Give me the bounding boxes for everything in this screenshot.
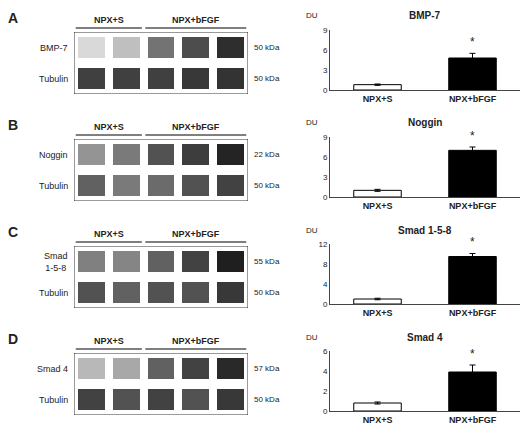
svg-text:6: 6 — [323, 347, 328, 356]
svg-text:Tubulin: Tubulin — [39, 74, 68, 84]
svg-text:Tubulin: Tubulin — [39, 395, 68, 405]
svg-text:D: D — [8, 331, 18, 347]
svg-text:*: * — [470, 35, 475, 49]
svg-text:Tubulin: Tubulin — [39, 288, 68, 298]
svg-text:50 kDa: 50 kDa — [254, 74, 280, 83]
svg-text:2: 2 — [323, 387, 328, 396]
svg-text:22 kDa: 22 kDa — [254, 150, 280, 159]
svg-text:0: 0 — [323, 407, 328, 416]
svg-text:NPX+S: NPX+S — [94, 122, 124, 132]
svg-text:50 kDa: 50 kDa — [254, 288, 280, 297]
svg-text:NPX+S: NPX+S — [94, 229, 124, 239]
svg-text:9: 9 — [323, 26, 328, 35]
svg-text:*: * — [470, 347, 475, 361]
svg-text:NPX+S: NPX+S — [363, 415, 393, 425]
svg-text:*: * — [470, 129, 475, 143]
svg-text:NPX+S: NPX+S — [363, 94, 393, 104]
svg-text:NPX+S: NPX+S — [94, 15, 124, 25]
svg-text:50 kDa: 50 kDa — [254, 395, 280, 404]
svg-text:Smad1-5-8: Smad1-5-8 — [44, 251, 68, 273]
svg-text:50 kDa: 50 kDa — [254, 43, 280, 52]
svg-text:NPX+bFGF: NPX+bFGF — [172, 15, 220, 25]
svg-text:*: * — [470, 235, 475, 249]
svg-text:50 kDa: 50 kDa — [254, 181, 280, 190]
svg-text:Tubulin: Tubulin — [39, 181, 68, 191]
svg-text:8: 8 — [323, 260, 328, 269]
svg-text:Noggin: Noggin — [39, 150, 68, 160]
svg-text:57 kDa: 57 kDa — [254, 364, 280, 373]
svg-text:B: B — [8, 117, 18, 133]
svg-text:55 kDa: 55 kDa — [254, 257, 280, 266]
svg-text:NPX+bFGF: NPX+bFGF — [449, 308, 497, 318]
svg-text:NPX+S: NPX+S — [363, 201, 393, 211]
svg-text:3: 3 — [323, 173, 328, 182]
svg-text:NPX+S: NPX+S — [363, 308, 393, 318]
svg-text:0: 0 — [323, 300, 328, 309]
svg-text:BMP-7: BMP-7 — [409, 10, 441, 21]
svg-text:DU: DU — [306, 226, 318, 235]
svg-text:NPX+bFGF: NPX+bFGF — [449, 201, 497, 211]
svg-text:12: 12 — [318, 240, 327, 249]
svg-text:9: 9 — [323, 133, 328, 142]
svg-text:6: 6 — [323, 46, 328, 55]
svg-text:Smad 1-5-8: Smad 1-5-8 — [398, 225, 452, 236]
svg-text:NPX+S: NPX+S — [94, 336, 124, 346]
svg-text:NPX+bFGF: NPX+bFGF — [172, 336, 220, 346]
svg-text:C: C — [8, 224, 18, 240]
svg-text:NPX+bFGF: NPX+bFGF — [449, 94, 497, 104]
svg-text:0: 0 — [323, 193, 328, 202]
svg-text:BMP-7: BMP-7 — [40, 43, 68, 53]
svg-text:NPX+bFGF: NPX+bFGF — [172, 229, 220, 239]
svg-text:4: 4 — [323, 367, 328, 376]
svg-text:3: 3 — [323, 66, 328, 75]
svg-text:4: 4 — [323, 280, 328, 289]
svg-text:DU: DU — [306, 118, 318, 127]
svg-text:Smad 4: Smad 4 — [407, 332, 443, 343]
svg-text:DU: DU — [306, 11, 318, 20]
svg-text:Noggin: Noggin — [408, 117, 442, 128]
svg-text:0: 0 — [323, 86, 328, 95]
svg-text:6: 6 — [323, 153, 328, 162]
svg-text:NPX+bFGF: NPX+bFGF — [449, 415, 497, 425]
svg-text:A: A — [8, 10, 18, 26]
svg-text:Smad 4: Smad 4 — [37, 364, 68, 374]
svg-text:NPX+bFGF: NPX+bFGF — [172, 122, 220, 132]
svg-text:DU: DU — [306, 333, 318, 342]
